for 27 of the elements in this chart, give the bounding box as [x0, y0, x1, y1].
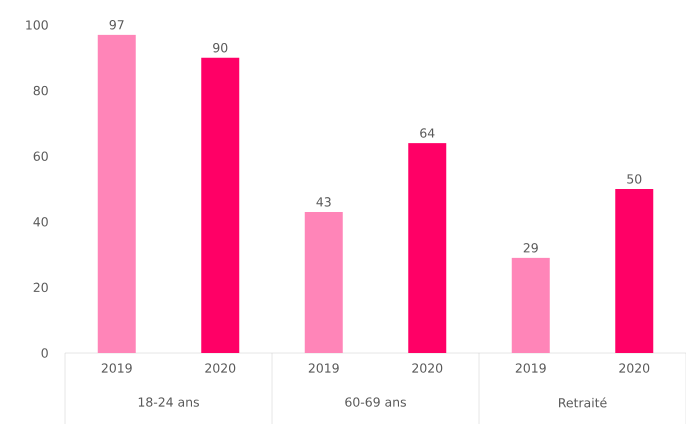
- data-label: 43: [316, 197, 331, 207]
- x-tick-label: 18-24 ans: [138, 397, 199, 407]
- series-label: 2020: [205, 363, 236, 373]
- bar: [512, 258, 550, 353]
- series-label: 2019: [102, 363, 132, 373]
- bar: [615, 188, 654, 353]
- y-tick-label: 20: [34, 282, 48, 292]
- bar: [304, 212, 343, 353]
- bar: [201, 58, 240, 353]
- data-label: 50: [627, 174, 642, 184]
- bar: [408, 143, 446, 353]
- y-tick-label: 80: [34, 86, 48, 96]
- y-tick-label: 0: [42, 348, 48, 358]
- data-label: 29: [524, 243, 538, 253]
- text: 2020: [619, 363, 650, 373]
- data-label: 97: [110, 20, 124, 30]
- text: 2020: [412, 363, 442, 373]
- y-tick-label: 60: [34, 151, 48, 161]
- x-tick-label: 60-69 ans: [345, 397, 406, 407]
- x-tick-label: Retraité: [559, 397, 607, 408]
- y-tick-label: 40: [33, 217, 48, 227]
- bar: [98, 34, 136, 353]
- y-tick-label: 100: [26, 20, 48, 30]
- data-label: 64: [420, 128, 434, 138]
- text: 2019: [308, 363, 339, 373]
- text: 2019: [516, 363, 546, 373]
- data-label: 90: [213, 43, 228, 52]
